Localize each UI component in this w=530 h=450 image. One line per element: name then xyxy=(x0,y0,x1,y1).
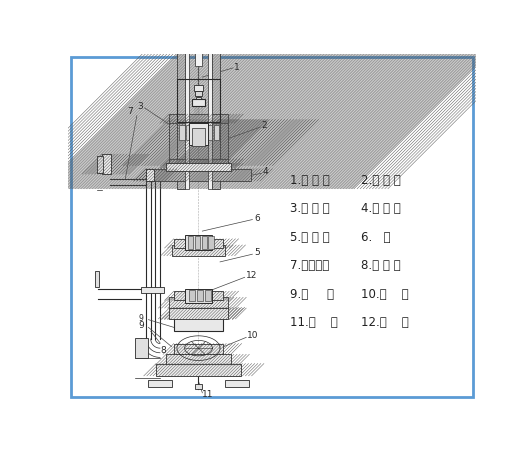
Bar xyxy=(166,354,231,365)
Bar xyxy=(213,19,220,189)
Bar xyxy=(94,271,99,287)
Bar xyxy=(184,289,213,303)
Text: 12.轴    套: 12.轴 套 xyxy=(361,316,409,329)
Bar xyxy=(174,343,223,354)
Bar xyxy=(177,79,220,122)
Bar xyxy=(177,19,184,189)
Bar xyxy=(189,290,196,301)
Bar xyxy=(169,159,228,168)
Text: 3.下 支 架: 3.下 支 架 xyxy=(290,202,330,216)
Bar xyxy=(135,338,148,358)
Bar xyxy=(195,0,202,66)
Bar xyxy=(197,290,203,301)
Bar xyxy=(102,154,111,174)
Bar xyxy=(141,287,164,292)
Bar xyxy=(146,169,154,181)
Bar xyxy=(194,85,203,91)
Text: 8.出 液 管: 8.出 液 管 xyxy=(361,259,401,272)
Bar xyxy=(196,91,201,96)
Text: 4.安 装 盘: 4.安 装 盘 xyxy=(361,202,401,216)
Text: 5: 5 xyxy=(254,248,260,257)
Bar xyxy=(186,125,191,140)
Text: 5.支 撑 管: 5.支 撑 管 xyxy=(290,231,330,244)
Bar xyxy=(169,119,177,166)
Text: 7: 7 xyxy=(128,107,134,116)
Bar xyxy=(97,156,103,173)
Bar xyxy=(192,99,205,106)
Bar xyxy=(208,19,213,189)
Bar xyxy=(184,235,213,250)
Text: 3: 3 xyxy=(137,102,143,111)
Bar xyxy=(174,291,223,301)
Bar xyxy=(192,128,205,146)
Text: 9.泵     体: 9.泵 体 xyxy=(290,288,334,301)
Bar xyxy=(200,125,206,140)
Text: 7.出口法兰: 7.出口法兰 xyxy=(290,259,329,272)
Bar xyxy=(148,381,172,387)
Text: 2: 2 xyxy=(262,121,267,130)
Bar xyxy=(156,364,241,376)
Bar xyxy=(172,245,225,256)
Bar xyxy=(169,297,228,308)
Bar xyxy=(205,290,211,301)
Bar xyxy=(214,125,219,140)
Bar xyxy=(220,119,228,166)
Bar xyxy=(146,169,251,181)
Text: 11: 11 xyxy=(202,390,214,399)
Bar xyxy=(208,237,214,249)
Bar xyxy=(195,237,200,249)
Text: 2.轴 承 盒: 2.轴 承 盒 xyxy=(361,174,401,187)
Text: 9: 9 xyxy=(138,314,143,323)
Bar xyxy=(195,384,202,389)
Text: 10.叶    轮: 10.叶 轮 xyxy=(361,288,409,301)
FancyBboxPatch shape xyxy=(70,57,473,397)
Bar xyxy=(225,381,249,387)
Bar xyxy=(189,123,208,145)
Bar xyxy=(207,125,213,140)
Text: 12: 12 xyxy=(246,271,258,280)
Text: 8: 8 xyxy=(160,346,166,355)
Bar xyxy=(179,125,184,140)
Bar xyxy=(184,19,189,189)
Bar xyxy=(193,125,198,140)
Bar xyxy=(174,308,223,331)
Text: 6: 6 xyxy=(254,213,260,222)
Bar xyxy=(169,114,228,123)
Text: 1.联 轴 器: 1.联 轴 器 xyxy=(290,174,330,187)
Text: 10: 10 xyxy=(247,331,259,340)
Bar xyxy=(196,97,201,102)
Bar xyxy=(188,237,193,249)
Bar xyxy=(174,307,223,320)
Bar xyxy=(174,239,223,248)
Text: 1: 1 xyxy=(234,63,240,72)
Text: 9: 9 xyxy=(138,321,144,330)
Bar xyxy=(201,237,207,249)
Bar xyxy=(169,308,228,319)
Text: 6.   轴: 6. 轴 xyxy=(361,231,391,244)
Text: 4: 4 xyxy=(262,167,268,176)
Text: 11.泵    盖: 11.泵 盖 xyxy=(290,316,338,329)
Bar xyxy=(166,163,231,171)
